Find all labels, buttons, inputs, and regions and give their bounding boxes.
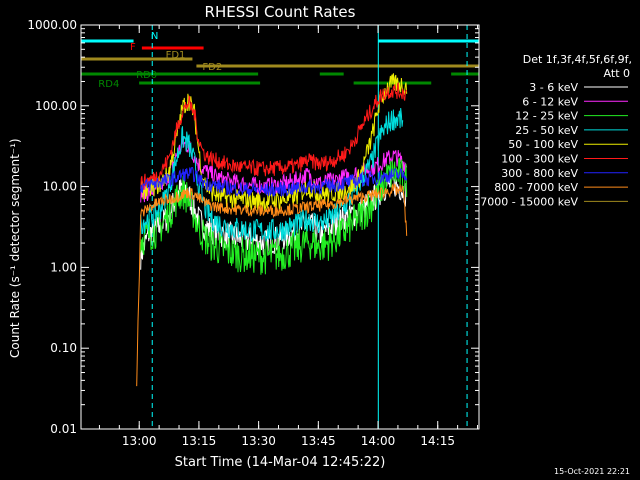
legend-entry-label: 12 - 25 keV [515,110,578,123]
legend-entry-label: 25 - 50 keV [515,124,578,137]
series-line-5 [140,73,408,212]
attenuator-label-fd1: FD1 [166,50,186,61]
attenuator-bars: N F FD1 FD2 RD0 RD4 [81,31,479,90]
y-axis-label: Count Rate (s⁻¹ detector segment⁻¹) [8,138,22,358]
legend-entry-label: 300 - 800 keV [501,167,578,180]
legend-entry-label: 800 - 7000 keV [494,181,578,194]
legend-subtitle: Att 0 [603,67,630,80]
x-tick-label: 14:00 [361,434,396,448]
count-rate-series [136,73,408,387]
axis-ticks: 0.01 0.10 1.00 10.00 100.00 1000.00 13:00 13:15… [27,18,479,448]
attenuator-label-f: F [130,42,136,53]
legend-title: Det 1f,3f,4f,5f,6f,9f, [522,53,632,66]
y-tick-label: 1.00 [50,260,77,274]
x-tick-label: 14:15 [420,434,455,448]
series-line-8 [136,182,408,387]
legend-entry-label: 3 - 6 keV [529,81,578,94]
series-line-3 [140,157,408,275]
legend-entry-label: 100 - 300 keV [501,153,578,166]
y-tick-label: 0.10 [50,341,77,355]
x-tick-label: 13:30 [241,434,276,448]
attenuator-label-rd0: RD0 [136,70,157,81]
y-tick-label: 10.00 [43,180,77,194]
x-axis-label: Start Time (14-Mar-04 12:45:22) [174,455,386,470]
attenuator-label-rd4: RD4 [98,79,119,90]
x-tick-label: 13:45 [301,434,336,448]
timestamp: 15-Oct-2021 22:21 [554,467,630,476]
chart-title: RHESSI Count Rates [204,3,356,21]
y-tick-label: 0.01 [50,422,77,436]
y-tick-label: 100.00 [35,99,77,113]
series-line-6 [140,81,408,190]
legend-entry-label: 6 - 12 keV [522,95,578,108]
attenuator-label-fd2: FD2 [202,62,222,73]
legend-entry-label: 50 - 100 keV [508,138,578,151]
y-tick-label: 1000.00 [27,18,77,32]
attenuator-label-n: N [151,31,158,42]
series-line-7 [140,167,408,197]
x-tick-label: 13:15 [182,434,217,448]
legend-entry-label: 7000 - 15000 keV [480,195,578,208]
plot-frame [80,24,480,430]
x-tick-label: 13:00 [122,434,157,448]
